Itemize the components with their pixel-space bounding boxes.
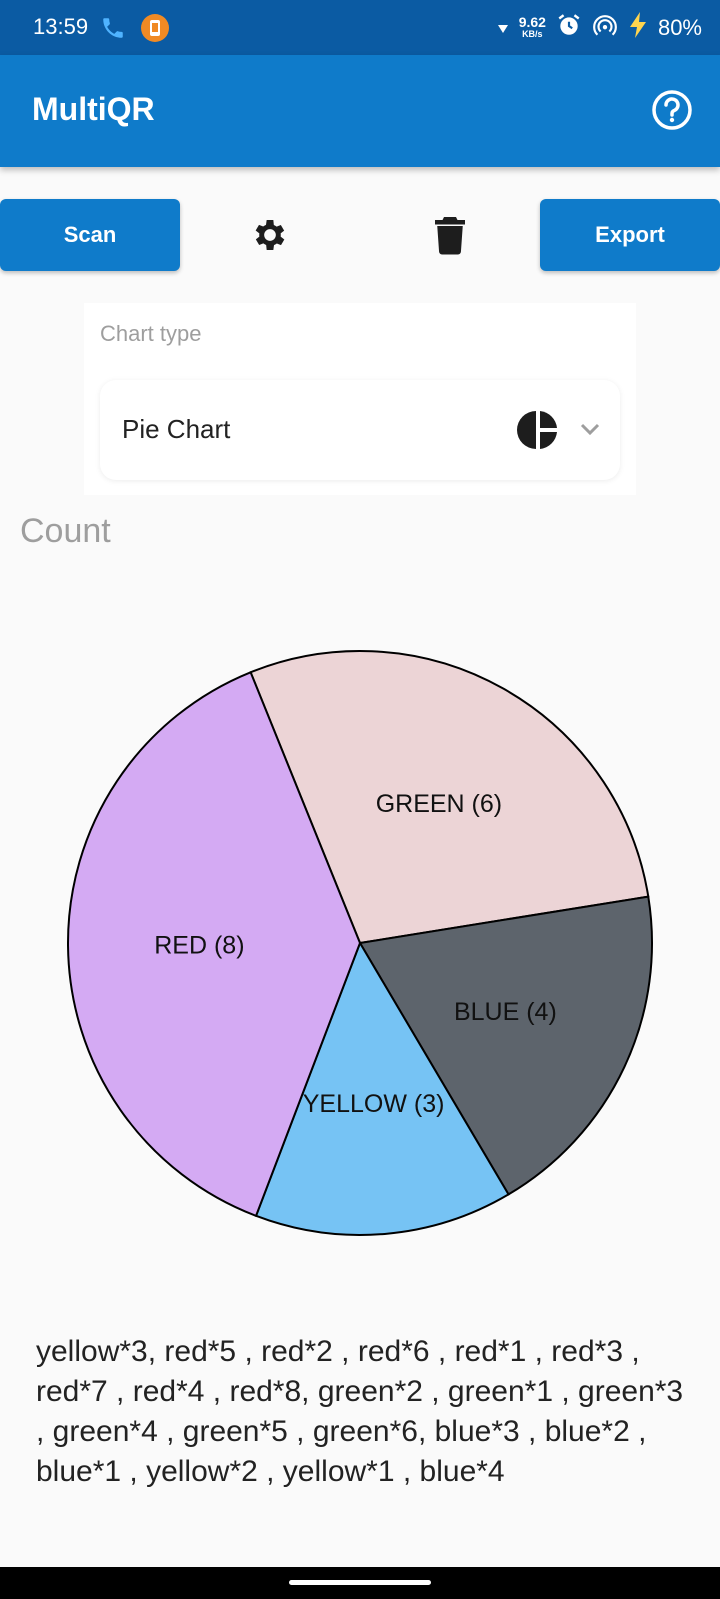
chart-type-label: Chart type — [100, 321, 202, 346]
pie-slice-green — [249, 650, 650, 945]
trash-icon[interactable] — [427, 212, 473, 258]
pie-chart: GREEN (6) BLUE (4) YELLOW (3) RED (8) — [67, 650, 653, 1236]
download-arrow-icon — [497, 15, 509, 41]
chevron-down-icon — [578, 419, 602, 444]
pie-slice-blue — [358, 895, 653, 1196]
app-notification-icon — [140, 13, 170, 48]
pie-label-yellow: YELLOW (3) — [303, 1090, 445, 1118]
help-circle-icon[interactable] — [650, 88, 694, 132]
home-handle[interactable] — [289, 1580, 431, 1585]
hotspot-icon — [592, 12, 618, 44]
navigation-bar — [0, 1567, 720, 1599]
chart-title: Count — [20, 512, 111, 550]
network-speed: 9.62 KB/s — [518, 14, 546, 39]
chart-type-card: Chart type Pie Chart — [84, 303, 636, 495]
status-bar: 13:59 9.62 KB/s 80% — [0, 0, 720, 55]
chart-type-dropdown[interactable]: Pie Chart — [100, 380, 620, 480]
pie-label-blue: BLUE (4) — [454, 998, 557, 1026]
battery-percent: 80% — [657, 15, 702, 40]
alarm-icon — [556, 12, 582, 44]
status-time: 13:59 — [33, 14, 89, 39]
app-title: MultiQR — [32, 91, 155, 127]
charging-icon — [628, 12, 648, 44]
pie-chart-icon — [517, 409, 559, 456]
gear-icon[interactable] — [247, 212, 293, 258]
pie-label-green: GREEN (6) — [376, 790, 502, 818]
scanned-data-text: yellow*3, red*5 , red*2 , red*6 , red*1 … — [36, 1335, 684, 1488]
pie-slice-yellow — [254, 940, 510, 1236]
phone-icon — [100, 15, 126, 46]
scan-button[interactable]: Scan — [0, 199, 180, 271]
pie-slice-red — [67, 670, 362, 1218]
chart-type-selected: Pie Chart — [122, 414, 231, 444]
export-button[interactable]: Export — [540, 199, 720, 271]
pie-label-red: RED (8) — [154, 932, 244, 960]
app-bar: MultiQR — [0, 55, 720, 167]
